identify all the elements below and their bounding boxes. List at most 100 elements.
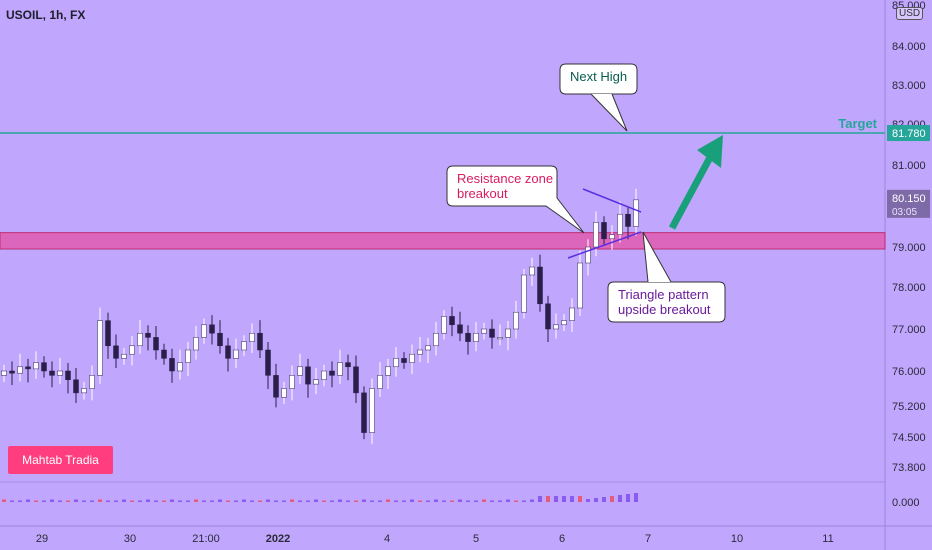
price-tick: 79.000 (892, 242, 926, 254)
oscillator-bar (602, 497, 606, 502)
time-tick: 30 (124, 533, 136, 545)
oscillator-bar (546, 496, 550, 502)
oscillator-bar (578, 496, 582, 502)
next-high-callout-box (559, 63, 638, 95)
oscillator-bar (234, 500, 238, 502)
target-label: Target (838, 116, 877, 131)
candle (129, 345, 135, 355)
next-high-callout-text: Next High (570, 69, 627, 84)
price-tick: 78.000 (892, 282, 926, 294)
price-tick: 81.000 (892, 160, 926, 172)
oscillator-bar (186, 500, 190, 502)
candle (41, 362, 47, 372)
candle (65, 370, 71, 380)
oscillator-bar (178, 500, 182, 502)
candle (369, 388, 375, 433)
candle (225, 345, 231, 359)
candle (513, 311, 519, 330)
oscillator-bar (434, 499, 438, 502)
candle (313, 379, 319, 385)
oscillator-bar (338, 499, 342, 502)
candle (137, 332, 143, 347)
oscillator-bar (570, 496, 574, 502)
oscillator-bar (346, 500, 350, 502)
candle (489, 328, 495, 338)
candle (185, 349, 191, 363)
next-high-callout-tail (590, 93, 628, 132)
triangle-lower-line (567, 231, 642, 259)
time-tick: 4 (384, 533, 390, 545)
oscillator-bar (266, 499, 270, 502)
candle (177, 362, 183, 372)
candle (289, 375, 295, 389)
candle (9, 370, 15, 374)
candle (633, 199, 639, 227)
oscillator-bar (218, 499, 222, 502)
time-tick: 11 (822, 533, 833, 545)
oscillator-bar (506, 499, 510, 502)
candle (353, 366, 359, 394)
candle (617, 213, 623, 235)
candle (361, 392, 367, 433)
oscillator-bar (634, 493, 638, 502)
oscillator-bar (378, 500, 382, 502)
candle (553, 324, 559, 330)
candle (577, 262, 583, 309)
oscillator-bar (362, 499, 366, 502)
candle (529, 266, 535, 276)
resistance-callout-text: breakout (457, 186, 508, 201)
oscillator-bar (562, 496, 566, 502)
oscillator-bar (554, 496, 558, 502)
candle (409, 353, 415, 363)
oscillator-bar (274, 500, 278, 502)
oscillator-bar (26, 499, 30, 502)
candle (417, 349, 423, 355)
candle (241, 341, 247, 351)
time-tick: 5 (473, 533, 479, 545)
oscillator-bar (298, 500, 302, 502)
candle (625, 213, 631, 227)
candle (601, 222, 607, 240)
upside-arrow-head (697, 135, 723, 168)
price-tick: 74.500 (892, 432, 926, 444)
resistance-zone (0, 232, 886, 250)
time-tick: 7 (645, 533, 651, 545)
oscillator-bar (522, 500, 526, 502)
candle (545, 303, 551, 330)
oscillator-bar (610, 496, 614, 502)
oscillator-bar (170, 499, 174, 502)
candle (561, 320, 567, 326)
triangle-callout-text: Triangle pattern (618, 287, 709, 302)
time-tick: 29 (36, 533, 48, 545)
candle (497, 337, 503, 340)
oscillator-bar (58, 500, 62, 502)
candle (257, 332, 263, 351)
candle (89, 375, 95, 389)
currency-badge[interactable]: USD (896, 7, 924, 20)
time-tick: 6 (559, 533, 565, 545)
last-price-badge (887, 189, 930, 218)
oscillator-bar (154, 500, 158, 502)
candle (97, 320, 103, 376)
candle (217, 332, 223, 347)
oscillator-bar (586, 499, 590, 502)
oscillator-bar (386, 499, 390, 502)
oscillator-bar (210, 500, 214, 502)
oscillator-bar (242, 499, 246, 502)
candle (385, 366, 391, 376)
candle (473, 332, 479, 342)
triangle-callout-tail (642, 231, 672, 283)
resistance-callout-tail (545, 197, 585, 234)
oscillator-bar (514, 500, 518, 502)
oscillator-bar (106, 500, 110, 502)
oscillator-bar (282, 500, 286, 502)
oscillator-bar (538, 496, 542, 502)
candle (337, 362, 343, 376)
candle (305, 366, 311, 385)
price-tick: 73.800 (892, 462, 926, 474)
oscillator-bar (146, 499, 150, 502)
candle (609, 234, 615, 240)
price-tick: 75.200 (892, 401, 926, 413)
candle (425, 345, 431, 351)
